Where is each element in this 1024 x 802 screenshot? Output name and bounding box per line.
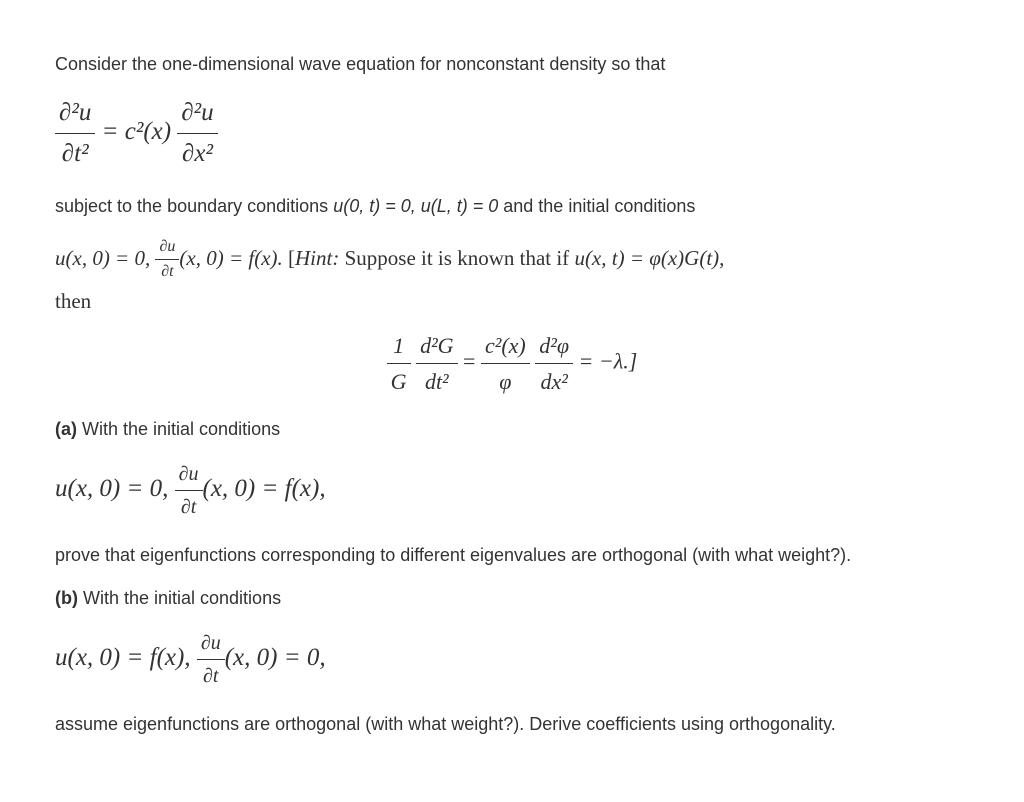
part-a-header: (a) With the initial conditions	[55, 415, 969, 444]
part-b-equation: u(x, 0) = f(x), ∂u∂t(x, 0) = 0,	[55, 627, 969, 692]
boundary-math: u(0, t) = 0, u(L, t) = 0	[333, 196, 498, 216]
du-den-3: ∂t	[197, 659, 225, 692]
hint-body: Suppose it is known that if	[339, 246, 574, 270]
sep-f1d: G	[387, 363, 411, 399]
du-den-2: ∂t	[175, 490, 203, 523]
part-b-header: (b) With the initial conditions	[55, 584, 969, 613]
du-den-1: ∂t	[155, 259, 179, 285]
eq-a-rhs: (x, 0) = f(x),	[203, 475, 326, 502]
part-a-label: (a)	[55, 419, 77, 439]
eq-rhs-den: ∂x²	[182, 140, 213, 167]
part-a-equation: u(x, 0) = 0, ∂u∂t(x, 0) = f(x),	[55, 458, 969, 523]
part-b-text: With the initial conditions	[78, 588, 281, 608]
ic-math: u(x, 0) = 0, ∂u∂t(x, 0) = f(x).	[55, 246, 288, 270]
sep-f2d: dt²	[416, 363, 457, 399]
sep-f4n: d²φ	[535, 328, 573, 363]
boundary-prefix: subject to the boundary conditions	[55, 196, 333, 216]
hint-line: u(x, 0) = 0, ∂u∂t(x, 0) = f(x). [Hint: S…	[55, 235, 969, 318]
ic-eq: (x, 0) = f(x).	[179, 246, 288, 270]
eq-a-lhs: u(x, 0) = 0,	[55, 475, 175, 502]
eq-lhs-num: ∂²u	[59, 99, 91, 126]
sep-f1n: 1	[387, 328, 411, 363]
eq-b-rhs: (x, 0) = 0,	[225, 644, 326, 671]
wave-equation: ∂²u ∂t² = c²(x) ∂²u ∂x²	[55, 93, 969, 174]
hint-eq2: u(x, t) = φ(x)G(t),	[574, 246, 724, 270]
du-num-3: ∂u	[197, 627, 225, 659]
sep-eq1: =	[463, 348, 481, 373]
sep-f3d: φ	[481, 363, 530, 399]
hint-bracket: [Hint:	[288, 246, 339, 270]
sep-f2n: d²G	[416, 328, 457, 363]
boundary-suffix: and the initial conditions	[498, 196, 695, 216]
du-num-2: ∂u	[175, 458, 203, 490]
sep-f3n: c²(x)	[481, 328, 530, 363]
intro-text: Consider the one-dimensional wave equati…	[55, 50, 969, 79]
part-b-question: assume eigenfunctions are orthogonal (wi…	[55, 710, 969, 739]
sep-rhs: = −λ.]	[579, 348, 638, 373]
part-b-label: (b)	[55, 588, 78, 608]
part-a-question: prove that eigenfunctions corresponding …	[55, 541, 969, 570]
sep-f4d: dx²	[535, 363, 573, 399]
part-a-text: With the initial conditions	[77, 419, 280, 439]
eq-lhs-den: ∂t²	[62, 140, 89, 167]
du-num-1: ∂u	[155, 235, 179, 260]
eq-b-lhs: u(x, 0) = f(x),	[55, 644, 197, 671]
boundary-conditions-text: subject to the boundary conditions u(0, …	[55, 192, 969, 221]
eq-rhs-num: ∂²u	[181, 99, 213, 126]
separation-equation: 1 G d²G dt² = c²(x) φ d²φ dx² = −λ.]	[55, 328, 969, 399]
hint-then: then	[55, 289, 91, 313]
eq-mid: = c²(x)	[102, 118, 171, 145]
ic-prefix: u(x, 0) = 0,	[55, 246, 155, 270]
